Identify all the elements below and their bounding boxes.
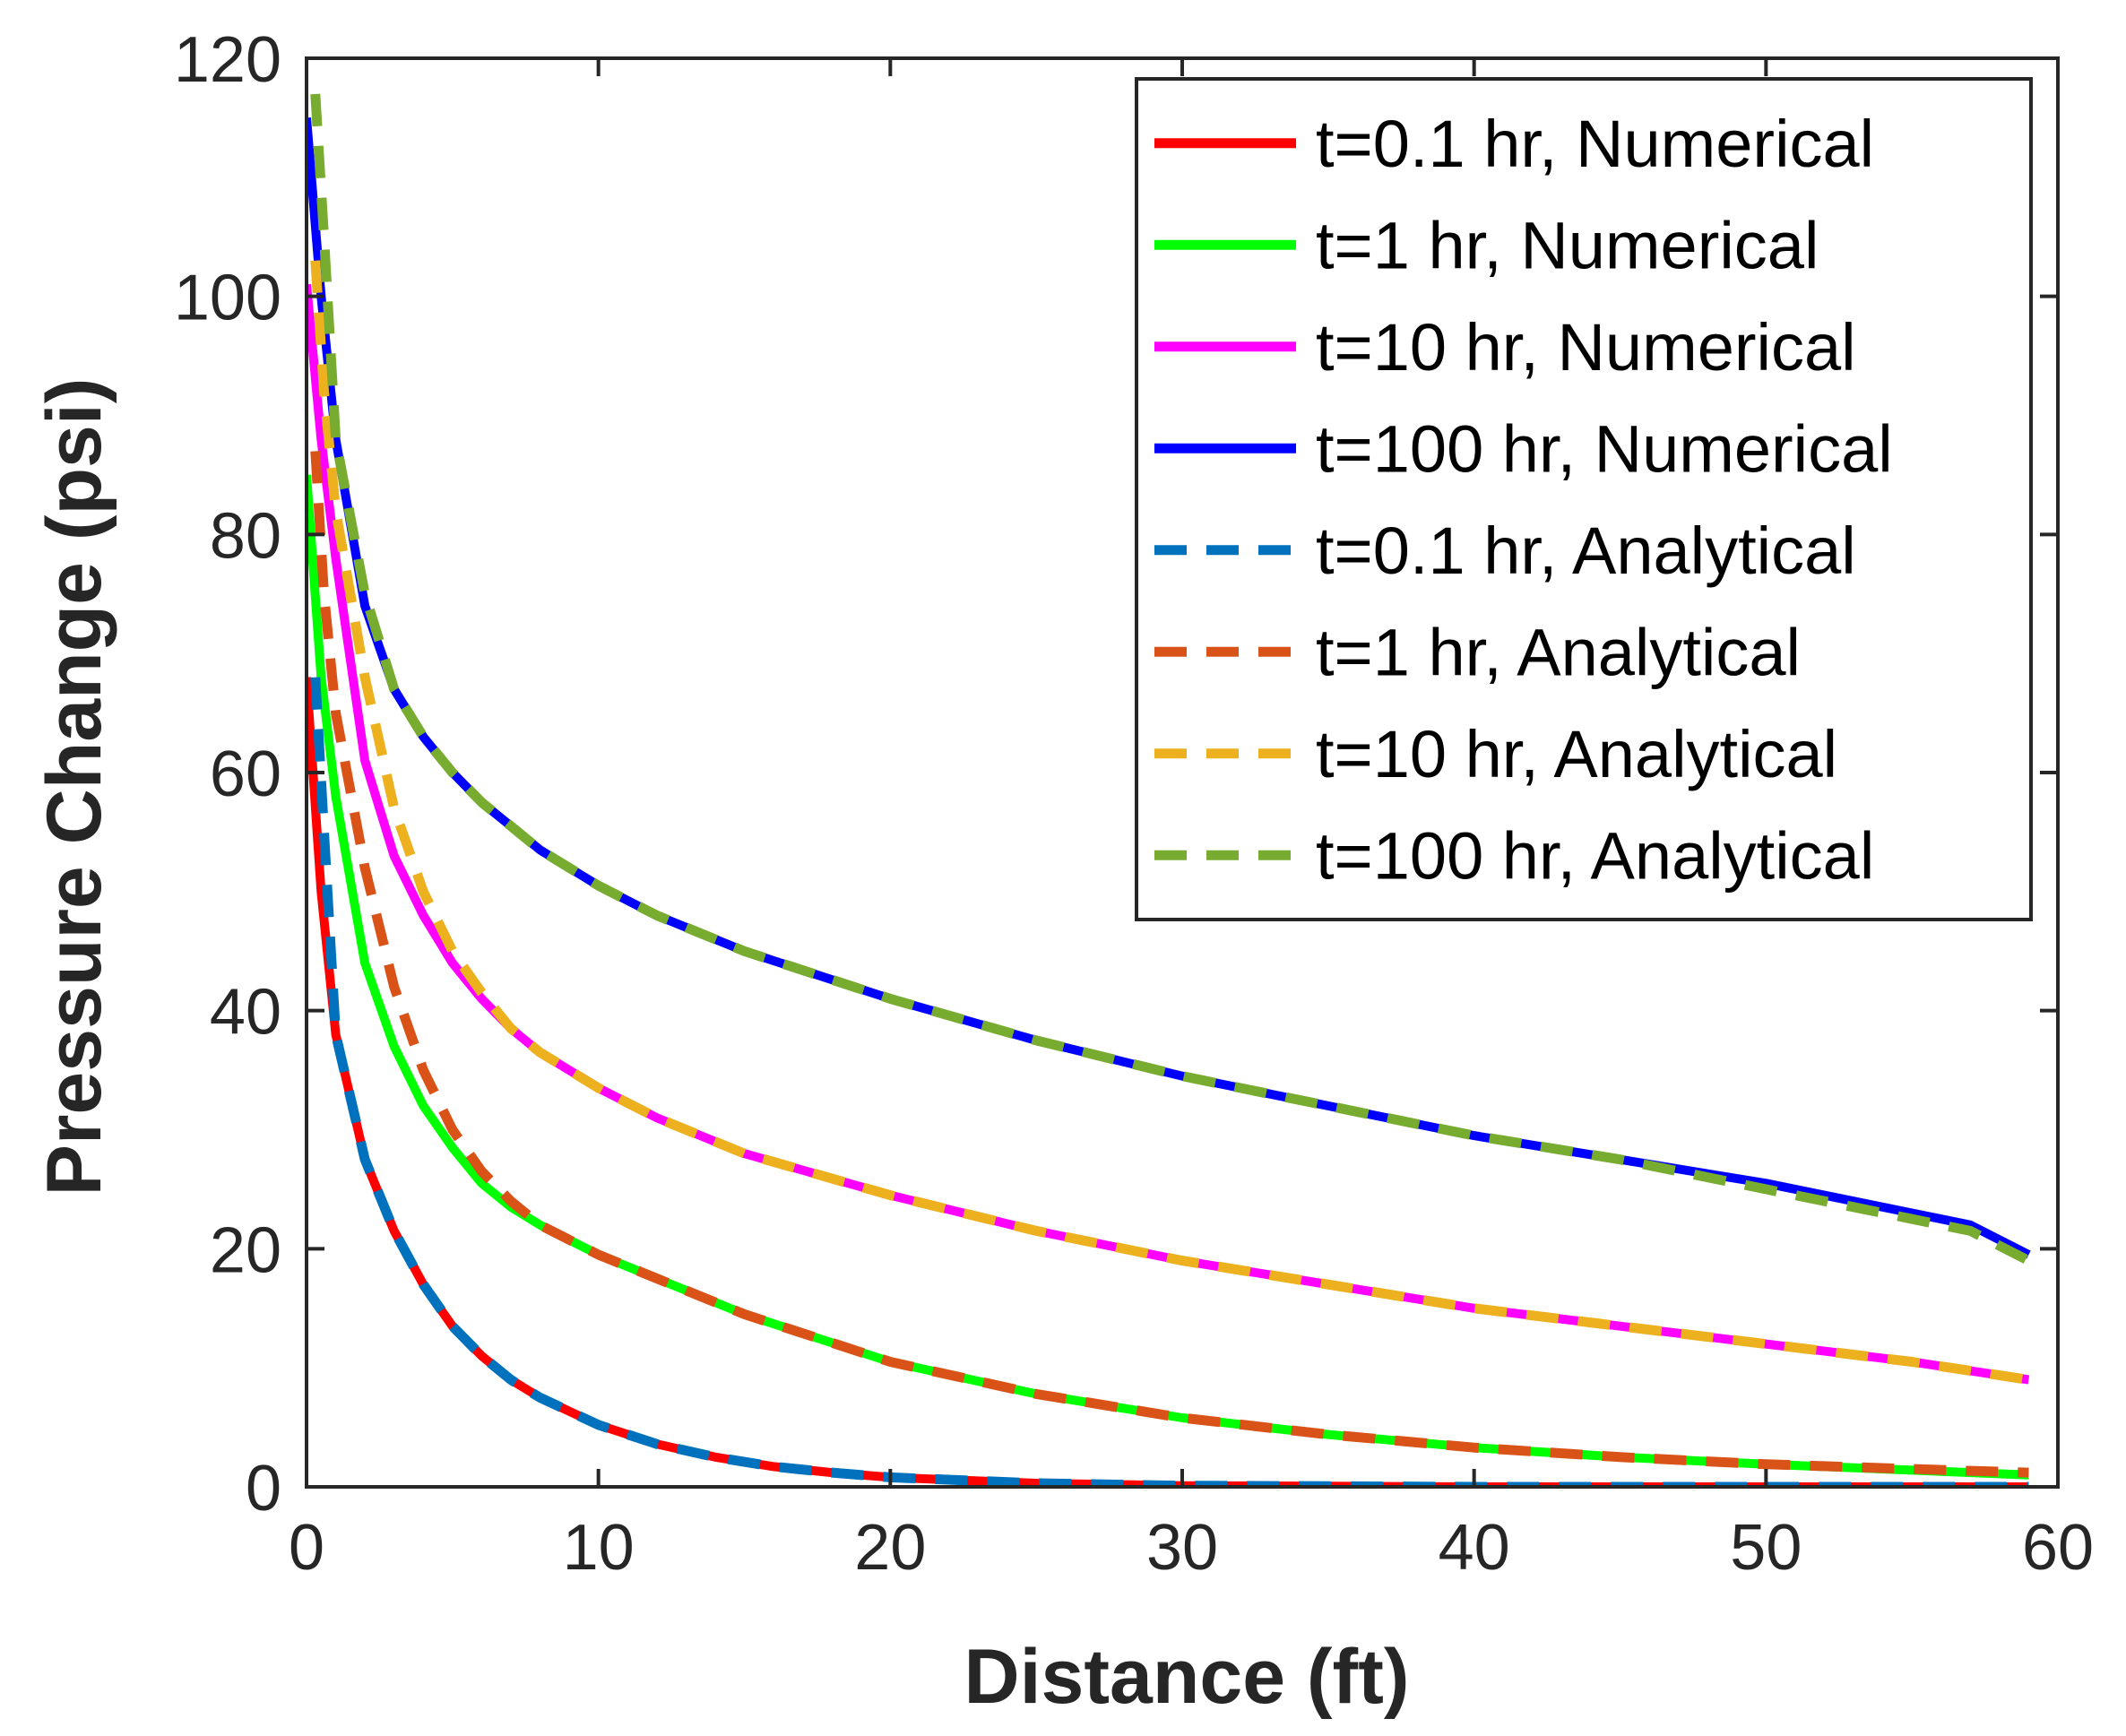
series-line-8: [310, 93, 2031, 1265]
x-tick-label: 60: [2022, 1512, 2094, 1584]
y-tick-label: 60: [210, 738, 281, 810]
legend-box: [1135, 77, 2033, 921]
legend-label: t=0.1 hr, Numerical: [1316, 107, 1874, 181]
x-tick-label: 0: [289, 1512, 324, 1584]
series-line-2: [307, 474, 2029, 1480]
axes-layer: 0 10 20 30 40 50 60 0 20 40 60 80 100 120: [174, 24, 2094, 1584]
y-tick-label: 0: [246, 1453, 281, 1524]
series-line-6: [310, 451, 2029, 1478]
series-line-5: [310, 677, 2029, 1487]
x-tick-label: 30: [1146, 1512, 1218, 1584]
legend-label: t=0.1 hr, Analytical: [1316, 514, 1856, 588]
series-line-7: [310, 260, 2030, 1385]
x-tick-label: 20: [854, 1512, 926, 1584]
x-axis-label: Distance (ft): [964, 1634, 1410, 1720]
series-layer: [307, 93, 2031, 1487]
legend-label: t=10 hr, Numerical: [1316, 310, 1856, 384]
y-axis-label: Pressure Change (psi): [31, 378, 117, 1196]
y-tick-label: 100: [174, 263, 281, 334]
y-tick-label: 120: [174, 24, 281, 96]
legend-label: t=100 hr, Numerical: [1316, 411, 1893, 486]
x-tick-label: 50: [1730, 1512, 1802, 1584]
legend-label: t=10 hr, Analytical: [1316, 717, 1837, 791]
legend-label: t=1 hr, Numerical: [1316, 208, 1819, 282]
x-tick-label: 10: [563, 1512, 635, 1584]
legend: t=0.1 hr, Numerical t=1 hr, Numerical t=10…: [1135, 77, 2033, 921]
y-tick-label: 20: [210, 1214, 281, 1286]
y-tick-label: 40: [210, 977, 281, 1049]
y-tick-label: 80: [210, 500, 281, 572]
legend-label: t=100 hr, Analytical: [1316, 818, 1874, 893]
x-tick-label: 40: [1439, 1512, 1510, 1584]
legend-label: t=1 hr, Analytical: [1316, 615, 1801, 689]
